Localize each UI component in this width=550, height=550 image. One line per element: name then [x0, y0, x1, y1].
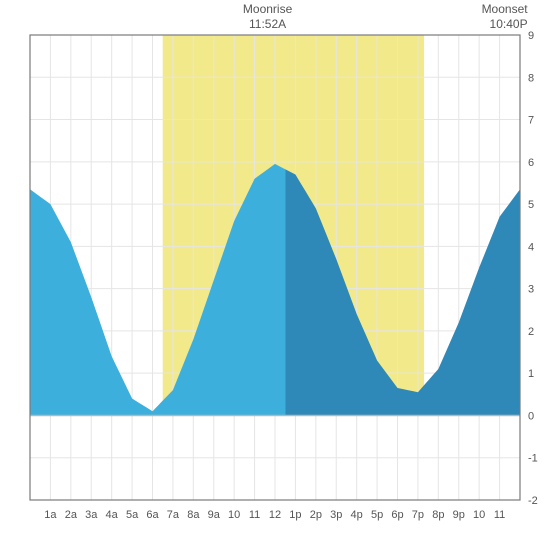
y-tick-label: 7: [528, 115, 534, 127]
tide-chart: Moonrise 11:52A Moonset 10:40P -2-101234…: [0, 0, 550, 550]
x-tick-label: 5a: [126, 509, 139, 521]
y-tick-label: 6: [528, 157, 534, 169]
x-tick-label: 7p: [412, 509, 424, 521]
x-tick-label: 2a: [65, 509, 78, 521]
x-tick-label: 1p: [289, 509, 301, 521]
x-tick-label: 11: [249, 509, 260, 521]
y-tick-label: 4: [528, 241, 534, 253]
x-tick-label: 3p: [330, 509, 342, 521]
x-tick-label: 4p: [351, 509, 363, 521]
y-tick-label: -1: [528, 453, 538, 465]
x-tick-label: 5p: [371, 509, 383, 521]
x-tick-label: 2p: [310, 509, 322, 521]
y-tick-label: 3: [528, 284, 534, 296]
y-tick-label: 2: [528, 326, 534, 338]
x-tick-label: 10: [228, 509, 240, 521]
x-tick-label: 4a: [106, 509, 119, 521]
moonset-title: Moonset: [482, 2, 528, 17]
x-tick-label: 11: [494, 509, 505, 521]
x-tick-label: 8a: [187, 509, 200, 521]
moonrise-time: 11:52A: [243, 17, 292, 32]
moonset-time: 10:40P: [482, 17, 528, 32]
x-tick-label: 1a: [44, 509, 57, 521]
y-tick-label: 9: [528, 30, 534, 42]
chart-svg: -2-101234567891a2a3a4a5a6a7a8a9a1011121p…: [0, 0, 550, 550]
x-tick-label: 6a: [146, 509, 159, 521]
x-tick-label: 9a: [208, 509, 221, 521]
x-tick-label: 3a: [85, 509, 98, 521]
moonset-label: Moonset 10:40P: [482, 2, 528, 32]
moonrise-label: Moonrise 11:52A: [243, 2, 292, 32]
y-tick-label: 0: [528, 410, 534, 422]
x-tick-label: 12: [269, 509, 281, 521]
x-tick-label: 9p: [453, 509, 465, 521]
x-tick-label: 10: [473, 509, 485, 521]
x-tick-label: 7a: [167, 509, 180, 521]
y-tick-label: -2: [528, 495, 538, 507]
y-tick-label: 8: [528, 72, 534, 84]
x-tick-label: 8p: [432, 509, 444, 521]
moonrise-title: Moonrise: [243, 2, 292, 17]
x-tick-label: 6p: [391, 509, 403, 521]
y-tick-label: 5: [528, 199, 534, 211]
y-tick-label: 1: [528, 368, 534, 380]
